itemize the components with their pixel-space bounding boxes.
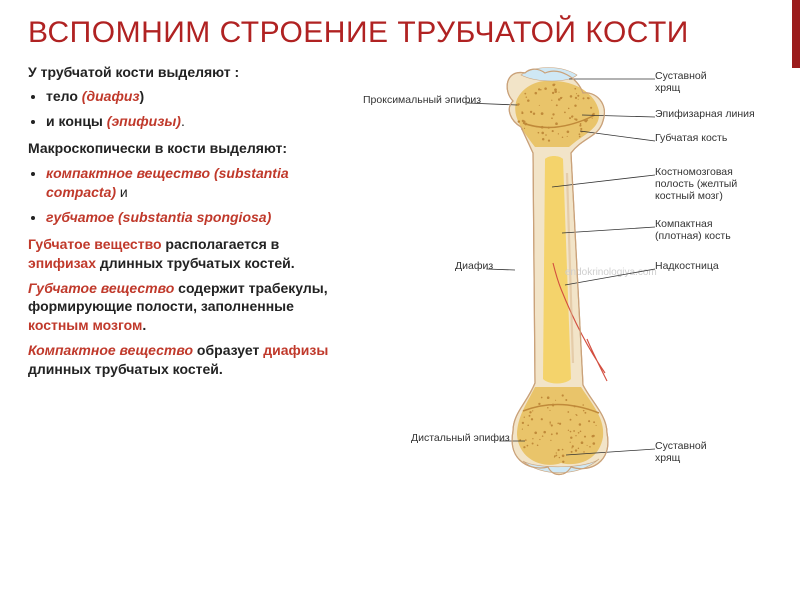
text-column: У трубчатой кости выделяют : тело (диафи… xyxy=(28,63,338,493)
corner-accent xyxy=(792,0,800,68)
svg-text:Компактная: Компактная xyxy=(655,218,713,230)
p6-d: . xyxy=(142,317,146,333)
substance-list: компактное вещество (substantia compacta… xyxy=(28,164,338,227)
svg-text:Дистальный эпифиз: Дистальный эпифиз xyxy=(411,432,510,444)
list-item: компактное вещество (substantia compacta… xyxy=(46,164,338,202)
p7-b: образует xyxy=(193,342,263,358)
p5-c: эпифизах xyxy=(28,255,96,271)
diagram-label: Суставнойхрящ xyxy=(655,70,707,94)
svg-text:Костномозговая: Костномозговая xyxy=(655,166,733,178)
para-spongy-loc: Губчатое вещество располагается в эпифиз… xyxy=(28,235,338,273)
svg-text:костный мозг): костный мозг) xyxy=(655,190,723,202)
slide: ВСПОМНИМ СТРОЕНИЕ ТРУБЧАТОЙ КОСТИ У труб… xyxy=(0,0,800,600)
diagram-label: Надкостница xyxy=(655,260,719,272)
p7-c: диафизы xyxy=(263,342,328,358)
diagram-label: Эпифизарная линия xyxy=(655,108,755,120)
li2-accent: (эпифизы) xyxy=(107,113,181,129)
slide-title: ВСПОМНИМ СТРОЕНИЕ ТРУБЧАТОЙ КОСТИ xyxy=(28,16,778,51)
li1-tail: ) xyxy=(140,88,145,104)
svg-text:Суставной: Суставной xyxy=(655,440,707,452)
svg-text:Надкостница: Надкостница xyxy=(655,260,719,272)
diagram-label: Диафиз xyxy=(455,260,493,272)
li4-accent: губчатое (substantia spongiosa) xyxy=(46,209,271,225)
bone-diagram: endokrinologiya.com Проксимальный эпифиз Д… xyxy=(352,63,778,493)
list-item: тело (диафиз) xyxy=(46,87,338,106)
para-spongy-trab: Губчатое вещество содержит трабекулы, фо… xyxy=(28,279,338,336)
li1-plain: тело xyxy=(46,88,82,104)
diagram-column: endokrinologiya.com Проксимальный эпифиз Д… xyxy=(352,63,778,493)
content-row: У трубчатой кости выделяют : тело (диафи… xyxy=(28,63,778,493)
li3-tail: и xyxy=(116,184,128,200)
li2-plain: и концы xyxy=(46,113,107,129)
p7-a: Компактное вещество xyxy=(28,342,193,358)
diagram-label: Губчатая кость xyxy=(655,132,728,144)
svg-text:Проксимальный эпифиз: Проксимальный эпифиз xyxy=(363,94,481,106)
svg-text:полость (желтый: полость (желтый xyxy=(655,178,737,190)
bone-parts-list: тело (диафиз) и концы (эпифизы). xyxy=(28,87,338,131)
p7-d: длинных трубчатых костей. xyxy=(28,361,223,377)
svg-text:хрящ: хрящ xyxy=(655,82,681,94)
p6-a: Губчатое вещество xyxy=(28,280,174,296)
p5-d: длинных трубчатых костей. xyxy=(96,255,295,271)
p6-c: костным мозгом xyxy=(28,317,142,333)
intro-line: У трубчатой кости выделяют : xyxy=(28,63,338,82)
watermark: endokrinologiya.com xyxy=(565,267,657,278)
svg-text:Эпифизарная линия: Эпифизарная линия xyxy=(655,108,755,120)
list-item: губчатое (substantia spongiosa) xyxy=(46,208,338,227)
p5-b: располагается в xyxy=(162,236,280,252)
diagram-label: Дистальный эпифиз xyxy=(411,432,510,444)
li3-accent: компактное вещество (substantia compacta… xyxy=(46,165,289,200)
li2-tail: . xyxy=(181,113,185,129)
diagram-label: Костномозговаяполость (желтыйкостный моз… xyxy=(655,166,737,202)
li1-accent: (диафиз xyxy=(82,88,140,104)
svg-text:хрящ: хрящ xyxy=(655,452,681,464)
label-leader xyxy=(562,227,655,233)
list-item: и концы (эпифизы). xyxy=(46,112,338,131)
svg-text:Диафиз: Диафиз xyxy=(455,260,493,272)
diagram-label: Суставнойхрящ xyxy=(655,440,707,464)
p5-a: Губчатое вещество xyxy=(28,236,162,252)
diagram-label: Компактная(плотная) кость xyxy=(655,218,731,242)
diagram-label: Проксимальный эпифиз xyxy=(363,94,481,106)
svg-text:Губчатая кость: Губчатая кость xyxy=(655,132,728,144)
para-compact: Компактное вещество образует диафизы дли… xyxy=(28,341,338,379)
macro-line: Макроскопически в кости выделяют: xyxy=(28,139,338,158)
svg-text:(плотная) кость: (плотная) кость xyxy=(655,230,731,242)
svg-text:Суставной: Суставной xyxy=(655,70,707,82)
